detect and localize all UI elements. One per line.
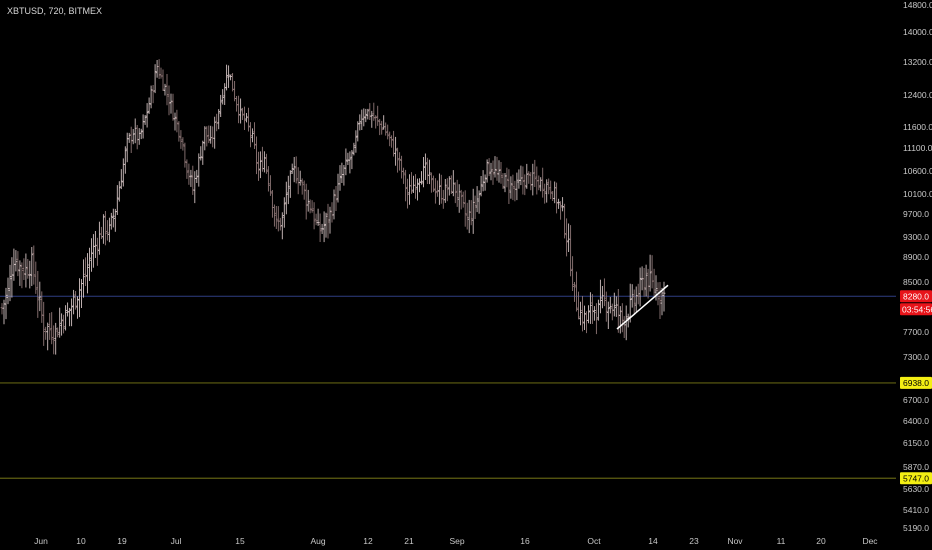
x-axis[interactable]: Jun 10 19 Jul 15 Aug 12 21 Sep 16 Oct 14 23 Nov 11 20 De…	[34, 536, 878, 546]
x-tick-label: Aug	[310, 536, 325, 546]
current-price-badge	[900, 290, 932, 303]
x-tick-label: 21	[404, 536, 414, 546]
x-tick-label: 19	[117, 536, 127, 546]
y-tick-label: 7700.0	[903, 327, 929, 337]
y-tick-label: 6150.0	[903, 438, 929, 448]
chart-title: XBTUSD, 720, BITMEX	[7, 6, 102, 16]
y-tick-label: 8900.0	[903, 252, 929, 262]
support-high-badge	[900, 376, 932, 389]
x-tick-label: 16	[520, 536, 530, 546]
y-tick-label: 11600.0	[903, 122, 932, 132]
y-tick-label: 5630.0	[903, 484, 929, 494]
x-tick-label: 14	[648, 536, 658, 546]
y-tick-label: 5410.0	[903, 505, 929, 515]
x-tick-label: 20	[816, 536, 826, 546]
x-tick-label: 10	[76, 536, 86, 546]
x-tick-label: Jul	[171, 536, 182, 546]
trendline[interactable]	[616, 284, 669, 330]
x-tick-label: 11	[777, 536, 786, 546]
y-axis[interactable]: 14800.0 14000.0 13200.0 12400.0 11600.0 11100…	[903, 0, 932, 533]
support-low-badge	[900, 472, 932, 485]
x-tick-label: 15	[235, 536, 245, 546]
y-tick-label: 14800.0	[903, 0, 932, 10]
countdown-badge	[900, 303, 932, 316]
current-price-label: 8280.0	[903, 291, 929, 301]
price-badges: 8280.0 03:54:56 6938.0 5747.0	[900, 290, 932, 485]
y-tick-label: 13200.0	[903, 57, 932, 67]
y-tick-label: 9300.0	[903, 232, 929, 242]
x-tick-label: Dec	[862, 536, 878, 546]
candles-group	[0, 59, 666, 355]
support-low-label: 5747.0	[903, 473, 929, 483]
y-tick-label: 12400.0	[903, 90, 932, 100]
x-tick-label: Sep	[449, 536, 464, 546]
y-tick-label: 14000.0	[903, 27, 932, 37]
x-tick-label: Oct	[587, 536, 601, 546]
x-tick-label: Jun	[34, 536, 48, 546]
countdown-label: 03:54:56	[902, 304, 932, 314]
y-tick-label: 6700.0	[903, 395, 929, 405]
y-tick-label: 8500.0	[903, 277, 929, 287]
support-high-label: 6938.0	[903, 378, 929, 388]
y-tick-label: 6400.0	[903, 416, 929, 426]
y-tick-label: 9700.0	[903, 209, 929, 219]
x-tick-label: Nov	[727, 536, 743, 546]
y-tick-label: 10600.0	[903, 166, 932, 176]
x-tick-label: 12	[363, 536, 373, 546]
y-tick-label: 7300.0	[903, 352, 929, 362]
y-tick-label: 11100.0	[903, 143, 932, 153]
y-tick-label: 5190.0	[903, 523, 929, 533]
y-tick-label: 10100.0	[903, 189, 932, 199]
x-tick-label: 23	[689, 536, 699, 546]
y-tick-label: 5870.0	[903, 462, 929, 472]
